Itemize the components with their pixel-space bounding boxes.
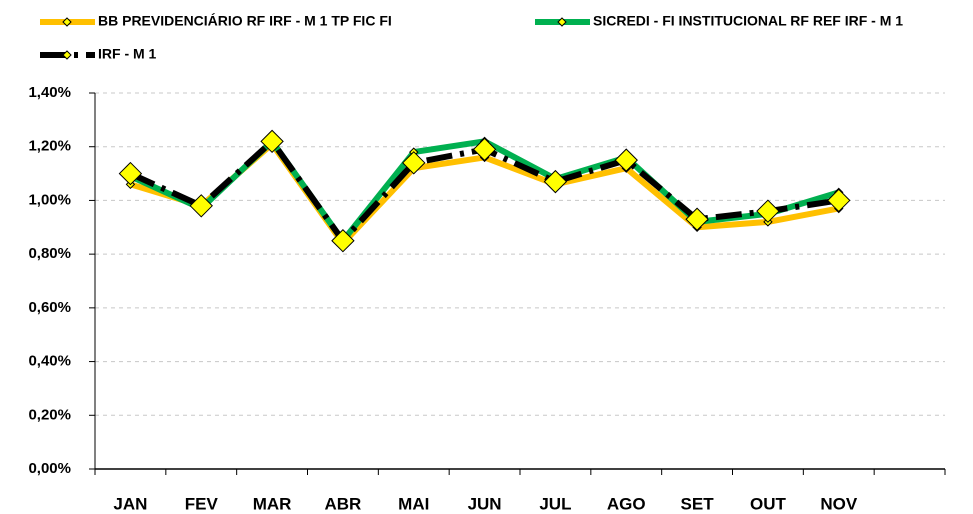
- marker: [614, 148, 638, 172]
- y-tick-label: 0,80%: [28, 245, 71, 262]
- legend-label: BB PREVIDENCIÁRIO RF IRF - M 1 TP FIC FI: [98, 13, 392, 29]
- marker: [756, 199, 780, 223]
- marker: [472, 137, 497, 162]
- marker: [189, 194, 213, 218]
- x-tick-label: JAN: [113, 494, 147, 513]
- marker: [685, 207, 709, 231]
- y-tick-label: 0,20%: [28, 406, 71, 423]
- marker: [118, 161, 143, 186]
- y-tick-label: 1,40%: [28, 84, 71, 101]
- y-tick-label: 1,20%: [28, 138, 71, 155]
- legend-marker: [62, 50, 72, 60]
- y-tick-label: 0,40%: [28, 353, 71, 370]
- y-tick-label: 1,00%: [28, 191, 71, 208]
- x-tick-label: SET: [681, 494, 715, 513]
- x-tick-label: AGO: [607, 494, 646, 513]
- marker: [402, 151, 426, 175]
- legend-label: IRF - M 1: [98, 46, 157, 62]
- x-tick-label: MAI: [398, 494, 429, 513]
- x-tick-label: JUL: [539, 494, 571, 513]
- x-tick-label: ABR: [324, 494, 361, 513]
- legend-marker: [557, 17, 567, 27]
- legend-marker: [62, 17, 72, 27]
- marker: [543, 169, 568, 194]
- legend-label: SICREDI - FI INSTITUCIONAL RF REF IRF - …: [593, 13, 903, 29]
- marker: [260, 129, 284, 154]
- x-tick-label: MAR: [253, 494, 292, 513]
- y-tick-label: 0,00%: [28, 460, 71, 477]
- marker: [331, 229, 355, 253]
- x-tick-label: OUT: [750, 494, 787, 513]
- x-tick-label: JUN: [468, 494, 502, 513]
- marker: [827, 188, 851, 213]
- x-tick-label: FEV: [185, 494, 219, 513]
- y-tick-label: 0,60%: [28, 299, 71, 316]
- x-tick-label: NOV: [820, 494, 858, 513]
